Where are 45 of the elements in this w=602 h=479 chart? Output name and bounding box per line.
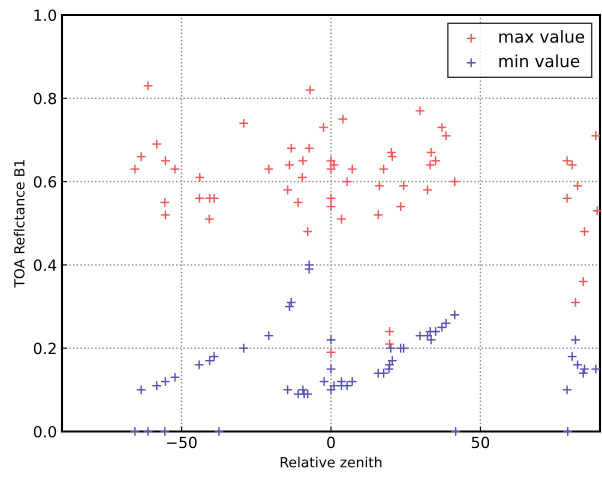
y-tick-label: 0.0 (34, 426, 56, 438)
point (450, 310, 460, 320)
point (326, 384, 336, 395)
point (194, 360, 204, 370)
point (136, 384, 146, 395)
point (264, 330, 274, 341)
point (326, 334, 336, 345)
y-tick-label: 0.6 (34, 176, 56, 188)
y-tick-label: 1.0 (34, 9, 56, 22)
point (570, 334, 581, 345)
point (387, 356, 398, 366)
point (450, 426, 461, 437)
point (282, 384, 293, 395)
point (130, 426, 140, 437)
x-tick-label: 0 (327, 436, 335, 448)
point (440, 318, 452, 328)
point (170, 372, 180, 382)
x-axis-title: Relative zenith (280, 456, 382, 468)
point (142, 426, 154, 437)
point (160, 426, 170, 437)
y-tick-label: 0.2 (34, 342, 56, 354)
point (567, 351, 578, 362)
point (414, 330, 426, 341)
point (238, 343, 249, 354)
point (302, 388, 313, 400)
point (572, 360, 583, 370)
point (214, 426, 224, 437)
x-tick-label: −50 (167, 436, 197, 448)
point (426, 334, 436, 345)
point (152, 380, 162, 391)
y-tick-label: 0.4 (34, 259, 56, 271)
legend-label: min value (499, 54, 580, 68)
point (590, 364, 601, 374)
y-axis-title: TOA Reflctance B1 (14, 160, 25, 288)
point (386, 343, 396, 354)
legend-label: max value (499, 30, 584, 43)
point (562, 384, 572, 395)
point (562, 426, 573, 437)
point (160, 376, 170, 387)
point (326, 364, 336, 374)
point (319, 376, 330, 387)
point (398, 343, 409, 354)
point (384, 360, 395, 370)
x-tick-label: 50 (472, 436, 490, 448)
y-tick-label: 0.8 (34, 92, 56, 104)
